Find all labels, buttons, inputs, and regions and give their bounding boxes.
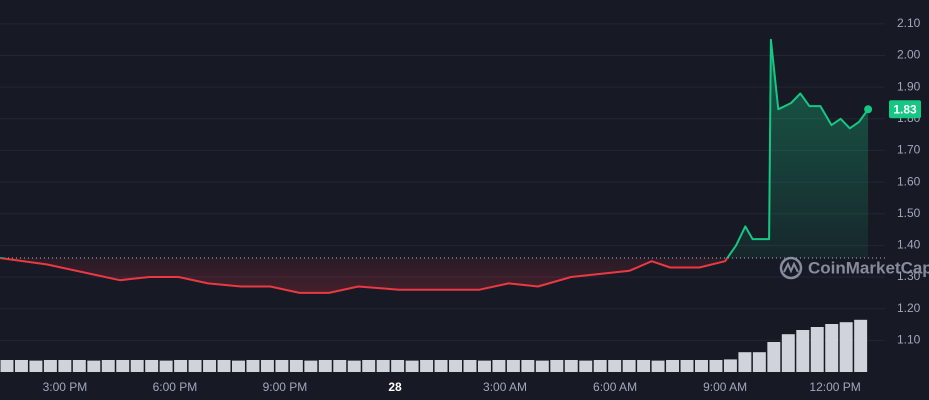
- volume-bar: [58, 360, 72, 372]
- volume-bar: [506, 360, 520, 372]
- volume-bar: [405, 360, 419, 372]
- volume-bar: [449, 360, 463, 372]
- volume-bar: [304, 360, 318, 372]
- volume-bar: [391, 360, 405, 372]
- y-tick-label: 2.00: [897, 48, 921, 62]
- price-area: [0, 39, 869, 293]
- y-tick-label: 2.10: [897, 16, 921, 30]
- volume-bar: [709, 360, 723, 372]
- volume-bar: [593, 360, 607, 372]
- volume-bar: [651, 360, 665, 372]
- volume-bar: [680, 360, 694, 372]
- price-line: [0, 38, 869, 294]
- watermark: CoinMarketCap: [779, 256, 929, 280]
- volume-bar: [203, 360, 217, 372]
- volume-bar: [29, 360, 43, 372]
- last-point: [864, 105, 873, 114]
- volume-bar: [347, 360, 361, 372]
- volume-bar: [14, 360, 28, 372]
- volume-bar: [116, 360, 130, 372]
- volume-bar: [492, 360, 506, 372]
- volume-bar: [796, 330, 810, 372]
- volume-bar: [723, 359, 737, 372]
- x-tick-label: 9:00 AM: [703, 380, 747, 394]
- volume-bar: [72, 360, 86, 372]
- volume-bar: [579, 360, 593, 372]
- volume-bar: [145, 360, 159, 372]
- volume-bar: [246, 360, 260, 372]
- volume-bar: [781, 334, 795, 372]
- price-tag: [889, 100, 921, 119]
- volume-bar: [752, 352, 766, 372]
- watermark-logo: [779, 256, 803, 280]
- volume-bar: [738, 352, 752, 372]
- x-tick-label: 28: [388, 380, 402, 394]
- volume-bar: [275, 360, 289, 372]
- volume-bar: [362, 360, 376, 372]
- volume-bar: [217, 360, 231, 372]
- volume-bar: [477, 360, 491, 372]
- volume-bar: [232, 360, 245, 372]
- x-tick-label: 9:00 PM: [263, 380, 308, 394]
- y-tick-label: 1.10: [897, 333, 921, 347]
- watermark-text: CoinMarketCap: [808, 258, 929, 277]
- volume-bar: [101, 360, 115, 372]
- volume-bar: [825, 324, 839, 372]
- volume-bar: [434, 360, 448, 372]
- volume-bar: [159, 360, 173, 372]
- volume-bar: [130, 360, 144, 372]
- y-tick-label: 1.20: [897, 301, 921, 315]
- volume-bar: [695, 360, 708, 372]
- volume-bar: [839, 322, 853, 372]
- volume-bar: [535, 360, 549, 372]
- volume-bar: [87, 360, 101, 372]
- volume-bar: [608, 360, 622, 372]
- volume-bar: [564, 360, 578, 372]
- volume-bar: [767, 342, 781, 372]
- x-tick-label: 12:00 PM: [809, 380, 860, 394]
- volume-bar: [174, 360, 188, 372]
- volume-bar: [810, 327, 824, 372]
- x-tick-label: 3:00 AM: [483, 380, 527, 394]
- volume-bar: [854, 319, 868, 372]
- volume-bar: [622, 360, 636, 372]
- watermark-logo-mark: [783, 261, 799, 274]
- y-tick-label: 1.60: [897, 174, 921, 188]
- volume-bar: [260, 360, 274, 372]
- y-tick-label: 1.40: [897, 238, 921, 252]
- volume-bar: [333, 360, 347, 372]
- volume-bar: [376, 360, 390, 372]
- volume-bar: [666, 360, 680, 372]
- x-tick-label: 3:00 PM: [43, 380, 88, 394]
- volume-bar: [550, 360, 564, 372]
- volume-bar: [0, 360, 14, 372]
- volume-bar: [318, 360, 332, 372]
- volume-bar: [521, 360, 535, 372]
- volume-bar: [637, 360, 651, 372]
- y-tick-label: 1.70: [897, 143, 921, 157]
- y-tick-label: 1.90: [897, 79, 921, 93]
- volume-bar: [463, 360, 477, 372]
- x-tick-label: 6:00 AM: [593, 380, 637, 394]
- price-tag-label: 1.83: [893, 102, 917, 116]
- volume-bar: [420, 360, 434, 372]
- y-tick-label: 1.30: [897, 269, 921, 283]
- volume-bar: [289, 360, 303, 372]
- x-tick-label: 6:00 PM: [153, 380, 198, 394]
- y-tick-label: 1.50: [897, 206, 921, 220]
- volume-bar: [188, 360, 202, 372]
- volume-bar: [43, 360, 57, 372]
